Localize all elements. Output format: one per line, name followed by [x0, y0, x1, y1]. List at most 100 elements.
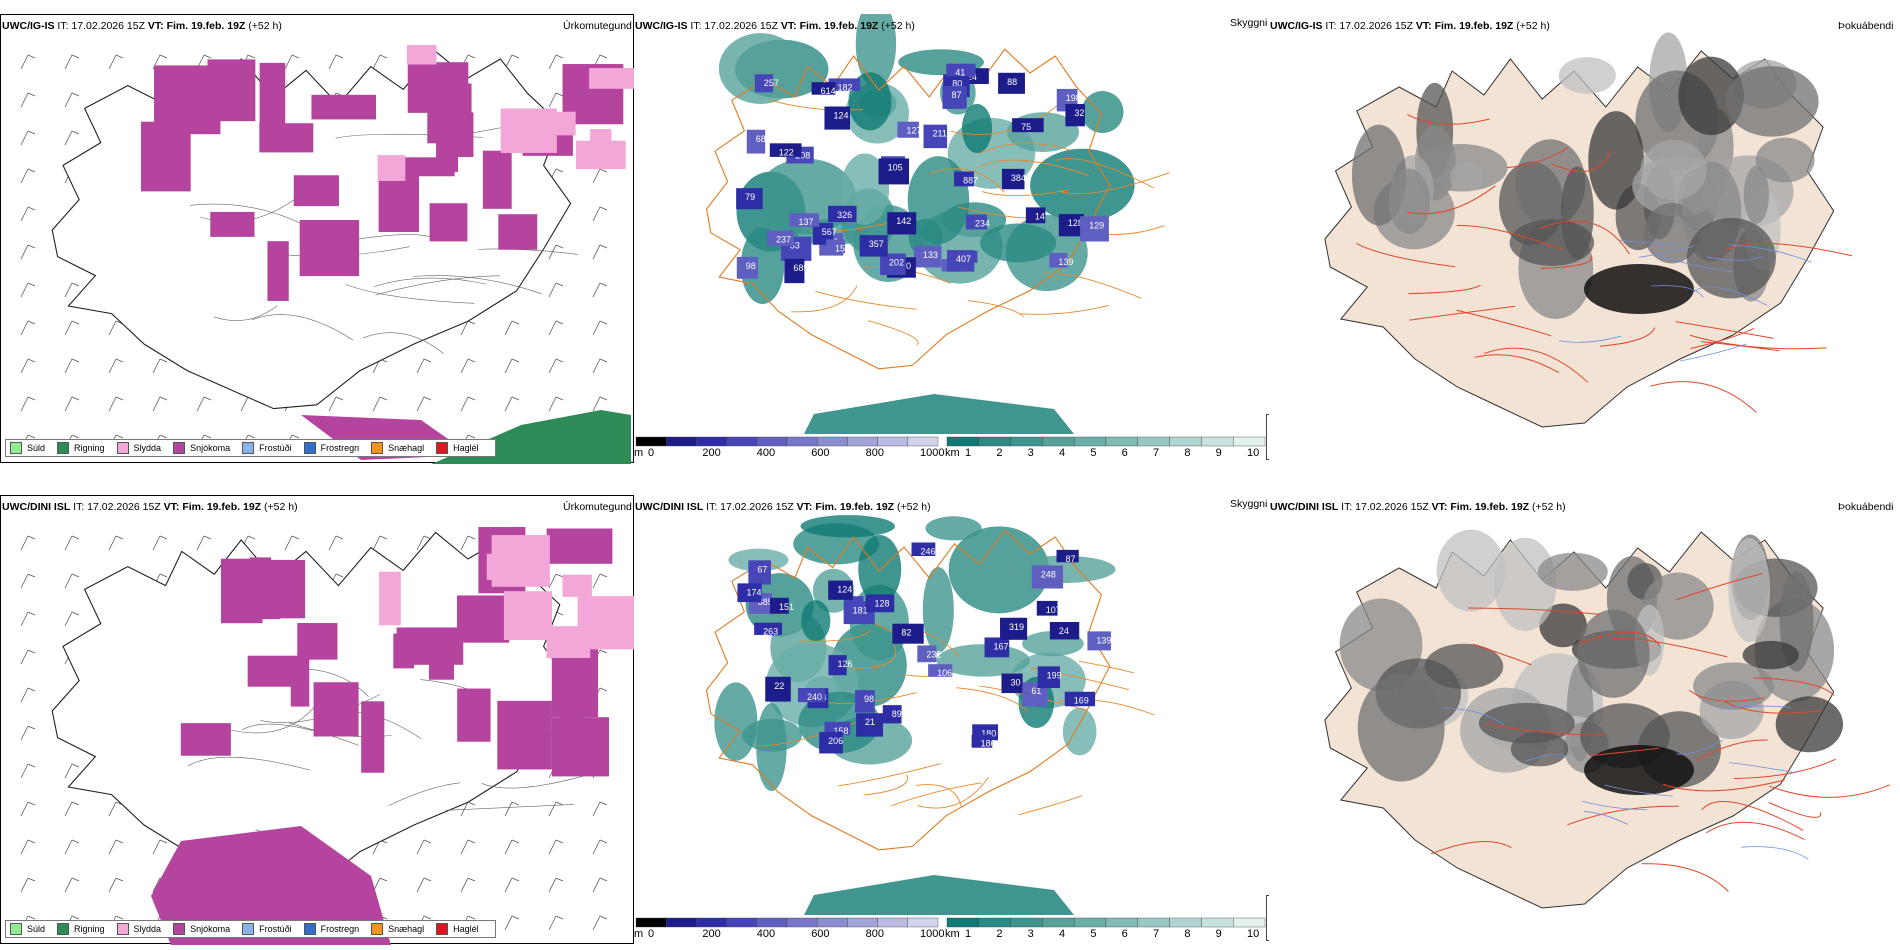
cloudbase-cell — [1036, 600, 1058, 616]
colorbar-tick: 0 — [648, 928, 655, 940]
legend-label: Rigning — [74, 443, 105, 453]
iceland-outline — [706, 529, 1111, 851]
legend-swatch — [173, 442, 186, 454]
wind-barb — [64, 573, 80, 589]
road-line — [345, 284, 475, 304]
legend-item: Snæhagl — [371, 442, 424, 454]
colorbar-tick: 6 — [1121, 447, 1128, 459]
snowfall-area — [151, 826, 391, 945]
legend-swatch — [116, 442, 129, 454]
colorbar-step — [726, 436, 757, 447]
colorbar-step — [756, 436, 788, 447]
wind-barb — [548, 320, 564, 336]
wind-barb — [152, 839, 168, 855]
cloudbase-cell — [797, 688, 825, 703]
wind-barb — [548, 573, 564, 589]
wind-barb — [592, 915, 608, 931]
panel-type-label: Úrkomutegund — [563, 501, 632, 513]
cloudbase-cell — [882, 705, 902, 724]
wind-barb — [548, 358, 564, 374]
wind-barb — [20, 358, 36, 374]
cloudbase-cell — [1064, 691, 1096, 707]
cloudbase-label: 105 — [888, 162, 903, 172]
cloudbase-label: 24 — [1059, 626, 1069, 636]
cloudbase-label: 21 — [865, 717, 875, 727]
cloudbase-label: 82 — [901, 628, 911, 638]
wind-barb — [504, 801, 520, 817]
precip-type-map — [20, 526, 635, 945]
wind-barb — [20, 877, 36, 893]
colorbar-tick: 2 — [996, 928, 1003, 940]
cloudbase-label: 246 — [921, 547, 936, 557]
cloudbase-label: 167 — [994, 641, 1009, 651]
precip-type-panel-row2: Súld Rigning Slydda Snjókoma Frostúði Frostre… — [0, 495, 635, 945]
road-line — [1753, 677, 1835, 696]
colorbar-tick: 800 — [865, 447, 884, 459]
low-visibility-area — [1062, 707, 1097, 756]
cloudbase-label: 22 — [774, 681, 784, 691]
cloudbase-label: 30 — [1010, 678, 1020, 688]
cloudbase-label: 169 — [1074, 696, 1089, 706]
wind-barb — [108, 320, 124, 336]
cloudbase-cell — [824, 106, 851, 130]
colorbar-tick: 5 — [1090, 928, 1097, 940]
legend-item: Rigning — [57, 442, 105, 454]
wind-barb — [196, 396, 212, 412]
fog-index-area — [1742, 640, 1799, 670]
road-line — [1409, 305, 1516, 321]
road-line — [1407, 185, 1496, 215]
cloudbase-cell — [897, 121, 919, 138]
legend-item: Frostúði — [242, 923, 292, 935]
cloudbase-label: 98 — [864, 694, 874, 704]
cloudbase-cell — [947, 250, 975, 272]
legend-swatch — [436, 442, 449, 454]
low-visibility-area — [925, 516, 982, 541]
cloudbase-label: 127 — [906, 126, 921, 136]
cloudbase-cell — [828, 205, 857, 223]
colorbar-tick: 3 — [1027, 928, 1034, 940]
fog-index-area — [1686, 217, 1776, 299]
river-line — [1693, 286, 1768, 306]
legend-label: Frostúði — [259, 924, 292, 934]
wind-barb — [504, 839, 520, 855]
wind-barb — [416, 877, 432, 893]
river-line — [1655, 254, 1734, 273]
road-line — [978, 159, 1090, 176]
snowfall-area — [428, 629, 454, 680]
snowfall-area — [551, 647, 599, 718]
road-line — [1689, 334, 1827, 350]
cloudbase-label: 98 — [746, 261, 756, 271]
cloudbase-visibility-map: 2270630180232167672410718124612410682385… — [706, 515, 1155, 915]
snowfall-area — [290, 658, 310, 707]
wind-barb — [548, 877, 564, 893]
colorbar-step — [1233, 436, 1266, 447]
colorbar-tick: 7 — [1153, 447, 1160, 459]
cloudbase-label: 68 — [756, 134, 766, 144]
fog-index-area — [1584, 264, 1694, 314]
wind-barb — [592, 839, 608, 855]
road-line — [1484, 723, 1607, 736]
wind-barb — [64, 801, 80, 817]
road-line — [251, 314, 354, 341]
cloudbase-label: 24 — [967, 72, 977, 82]
cloudbase-cell — [812, 222, 834, 245]
legend-swatch — [242, 442, 255, 454]
cloudbase-cell — [1058, 214, 1084, 237]
road-line — [798, 630, 871, 642]
low-visibility-area — [718, 33, 803, 104]
road-line — [1706, 821, 1805, 841]
river-line — [1638, 245, 1695, 258]
snowfall-area — [378, 175, 420, 233]
fog-index-area — [1558, 57, 1616, 94]
cloudbase-cell — [828, 78, 861, 91]
colorbar-step — [1201, 917, 1234, 928]
colorbar-unit: km — [945, 447, 960, 459]
cloudbase-cell — [998, 72, 1025, 94]
wind-barb — [592, 396, 608, 412]
colorbar-step — [1137, 917, 1170, 928]
snowfall-area — [393, 633, 415, 669]
colorbar-step — [907, 917, 939, 928]
cloudbase-cell — [855, 690, 875, 713]
cloudbase-colorbar: m 0 200 400 600 800 1000 — [634, 917, 944, 947]
fog-index-area — [1537, 552, 1608, 591]
